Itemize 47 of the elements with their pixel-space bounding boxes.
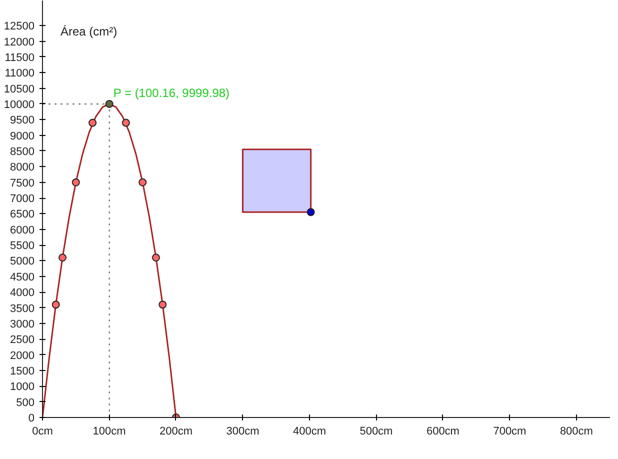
y-tick-label: 6000 xyxy=(10,224,35,236)
y-tick-label: 10500 xyxy=(4,83,35,96)
point xyxy=(105,100,114,108)
point xyxy=(52,300,60,309)
y-tick-label: 11500 xyxy=(4,52,35,64)
y-axis-title: Área (cm²) xyxy=(60,24,118,38)
x-tick-label: 200cm xyxy=(159,426,193,438)
point xyxy=(122,118,130,127)
x-tick-label: 500cm xyxy=(360,426,393,438)
point xyxy=(58,254,67,262)
x-tick-label: 600cm xyxy=(426,426,460,438)
y-tick-label: 0 xyxy=(28,412,35,424)
y-tick-label: 3500 xyxy=(10,302,35,315)
y-tick-label: 4500 xyxy=(10,271,35,284)
x-tick-label: 800cm xyxy=(560,426,593,438)
y-tick-label: 9500 xyxy=(10,114,35,127)
annotation: P = (100.16, 9999.98) xyxy=(113,86,230,100)
point xyxy=(138,178,147,186)
y-tick-label: 1000 xyxy=(10,381,35,394)
x-tick-label: 700cm xyxy=(493,426,526,438)
y-tick-label: 12000 xyxy=(4,36,35,48)
point xyxy=(158,300,167,309)
y-tick-label: 2000 xyxy=(10,350,35,362)
y-tick-label: 3000 xyxy=(10,318,35,330)
y-tick-label: 5000 xyxy=(10,256,35,268)
y-tick-label: 8500 xyxy=(10,146,35,158)
y-tick-label: 9000 xyxy=(10,130,35,142)
y-tick-label: 8000 xyxy=(10,162,35,174)
y-tick-label: 7000 xyxy=(10,193,35,206)
y-tick-label: 5500 xyxy=(10,240,35,252)
point xyxy=(306,208,315,216)
y-tick-label: 7500 xyxy=(10,177,35,190)
y-tick-label: 6500 xyxy=(10,208,35,221)
x-tick-label: 100cm xyxy=(92,426,126,438)
y-tick-label: 11000 xyxy=(4,68,35,80)
point xyxy=(152,254,160,262)
y-tick-label: 4000 xyxy=(10,287,35,300)
y-tick-label: 500 xyxy=(16,396,35,409)
point xyxy=(72,178,80,186)
y-tick-label: 1500 xyxy=(10,365,35,378)
point xyxy=(88,118,97,127)
y-tick-label: 12500 xyxy=(4,20,35,33)
x-tick-label: 300cm xyxy=(226,426,260,438)
y-tick-label: 10000 xyxy=(4,98,35,111)
x-tick-label: 400cm xyxy=(292,426,326,438)
x-tick-label: 0cm xyxy=(32,426,53,438)
y-tick-label: 2500 xyxy=(10,334,35,346)
